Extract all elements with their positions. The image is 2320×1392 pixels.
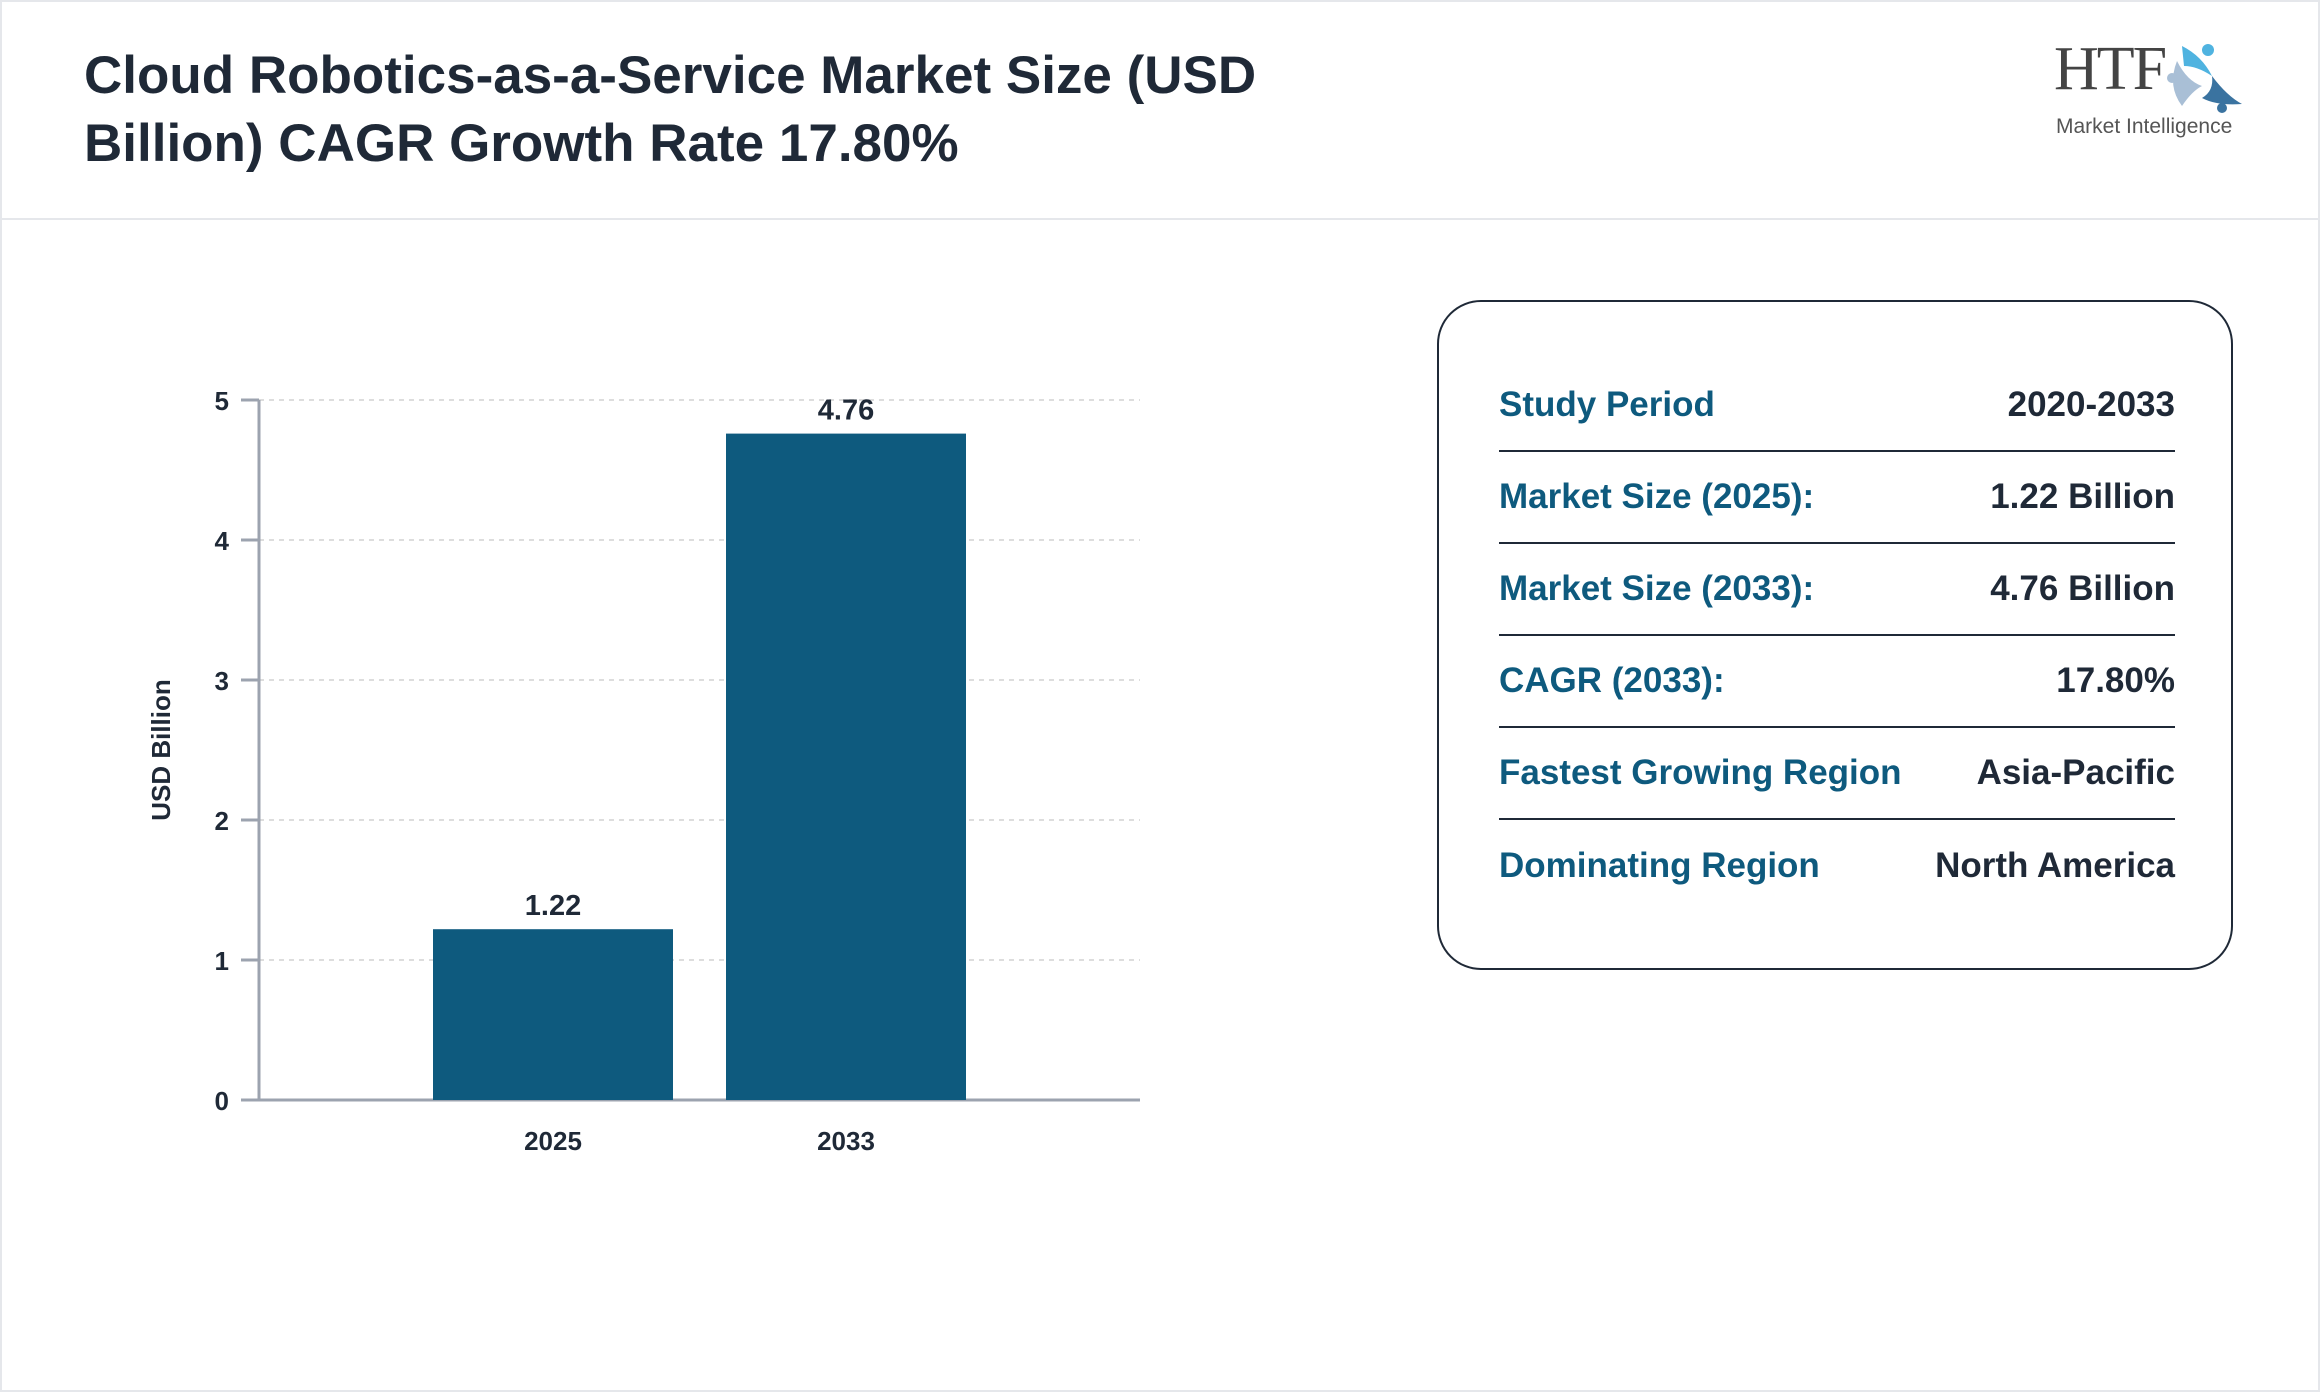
page-title: Cloud Robotics-as-a-Service Market Size … bbox=[84, 46, 1257, 173]
y-tick-label: 0 bbox=[215, 1086, 229, 1116]
info-value: 17.80% bbox=[2056, 661, 2175, 700]
y-tick-label: 1 bbox=[215, 946, 229, 976]
info-row: Study Period 2020-2033 bbox=[1499, 360, 2175, 452]
info-label: CAGR (2033): bbox=[1499, 661, 1725, 700]
x-tick-label: 2033 bbox=[817, 1126, 875, 1156]
info-value: North America bbox=[1935, 846, 2175, 885]
y-tick-label: 5 bbox=[215, 386, 229, 416]
logo-subtext: Market Intelligence bbox=[2056, 115, 2233, 138]
data-label: 1.22 bbox=[525, 890, 581, 922]
info-label: Study Period bbox=[1499, 385, 1715, 424]
info-row: Dominating Region North America bbox=[1499, 820, 2175, 912]
logo-text: HTF bbox=[2054, 35, 2167, 103]
htf-logo: HTF Market Intelligence bbox=[2050, 36, 2250, 152]
info-label: Fastest Growing Region bbox=[1499, 753, 1902, 792]
logo-figures-icon bbox=[2167, 44, 2242, 113]
info-value: 1.22 Billion bbox=[1990, 477, 2175, 516]
data-label: 4.76 bbox=[818, 395, 874, 427]
info-row: Market Size (2025): 1.22 Billion bbox=[1499, 452, 2175, 544]
x-tick-label: 2025 bbox=[524, 1126, 582, 1156]
bar bbox=[726, 433, 966, 1101]
y-tick-label: 4 bbox=[215, 526, 230, 556]
info-card: Study Period 2020-2033 Market Size (2025):… bbox=[1437, 300, 2233, 970]
info-row: Fastest Growing Region Asia-Pacific bbox=[1499, 728, 2175, 820]
y-tick-label: 3 bbox=[215, 666, 229, 696]
info-label: Dominating Region bbox=[1499, 846, 1820, 885]
y-tick-label: 2 bbox=[215, 806, 229, 836]
bar bbox=[433, 929, 673, 1100]
info-value: Asia-Pacific bbox=[1976, 753, 2175, 792]
info-label: Market Size (2033): bbox=[1499, 569, 1815, 608]
info-row: CAGR (2033): 17.80% bbox=[1499, 636, 2175, 728]
header: Cloud Robotics-as-a-Service Market Size … bbox=[0, 0, 2320, 220]
info-label: Market Size (2025): bbox=[1499, 477, 1815, 516]
y-axis-label: USD Billion bbox=[146, 679, 176, 821]
info-value: 4.76 Billion bbox=[1990, 569, 2175, 608]
info-row: Market Size (2033): 4.76 Billion bbox=[1499, 544, 2175, 636]
info-value: 2020-2033 bbox=[2007, 385, 2175, 424]
